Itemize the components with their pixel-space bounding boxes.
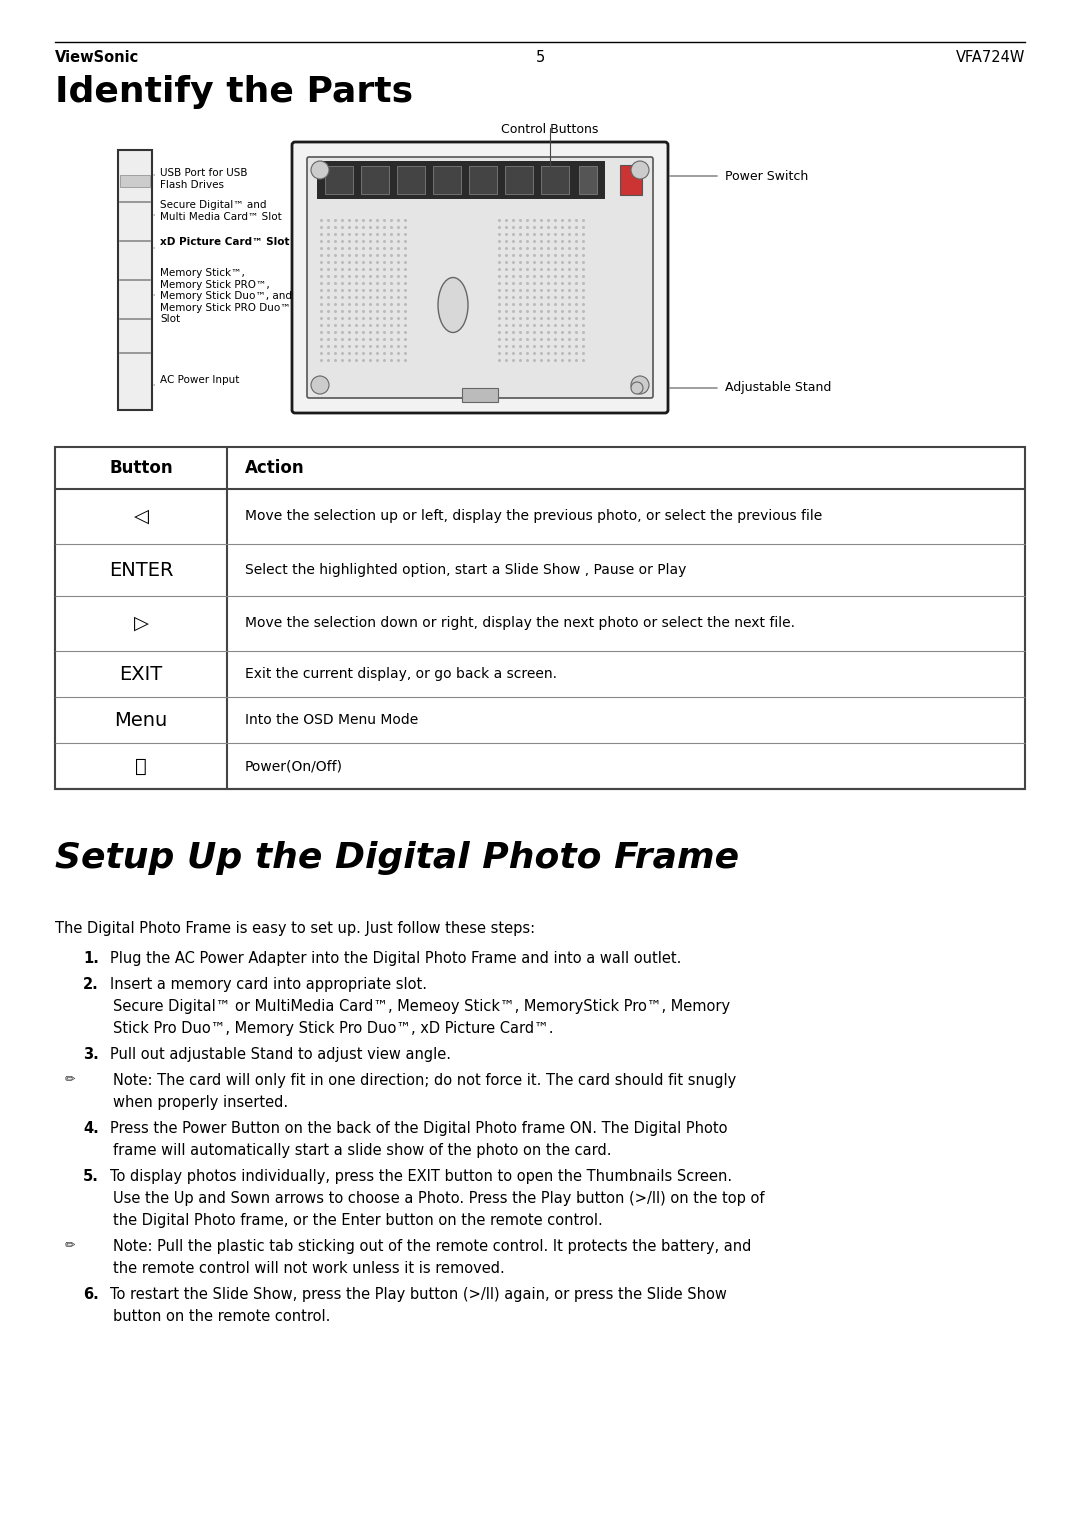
Text: AC Power Input: AC Power Input: [160, 375, 240, 386]
Text: the remote control will not work unless it is removed.: the remote control will not work unless …: [113, 1260, 504, 1276]
Bar: [579, 166, 597, 194]
Text: ▷: ▷: [134, 614, 149, 632]
Text: 5.: 5.: [83, 1169, 99, 1184]
Text: ViewSonic: ViewSonic: [55, 50, 139, 66]
Text: Secure Digital™ or MultiMedia Card™, Memeoy Stick™, MemoryStick Pro™, Memory: Secure Digital™ or MultiMedia Card™, Mem…: [113, 1000, 730, 1013]
Text: ⏻: ⏻: [135, 756, 147, 776]
Circle shape: [631, 383, 643, 395]
Bar: [318, 162, 605, 200]
Bar: [397, 166, 426, 194]
Text: Plug the AC Power Adapter into the Digital Photo Frame and into a wall outlet.: Plug the AC Power Adapter into the Digit…: [110, 951, 681, 966]
Text: Button: Button: [109, 459, 173, 477]
Bar: [433, 166, 461, 194]
Text: To display photos individually, press the EXIT button to open the Thumbnails Scr: To display photos individually, press th…: [110, 1169, 732, 1184]
Text: Power(On/Off): Power(On/Off): [245, 759, 343, 773]
Text: VFA724W: VFA724W: [956, 50, 1025, 66]
Bar: [505, 166, 534, 194]
Text: Adjustable Stand: Adjustable Stand: [725, 381, 832, 395]
Text: Move the selection up or left, display the previous photo, or select the previou: Move the selection up or left, display t…: [245, 509, 822, 523]
Text: Exit the current display, or go back a screen.: Exit the current display, or go back a s…: [245, 668, 557, 681]
Text: EXIT: EXIT: [120, 664, 163, 683]
Text: Memory Stick™,
Memory Stick PRO™,
Memory Stick Duo™, and
Memory Stick PRO Duo™
S: Memory Stick™, Memory Stick PRO™, Memory…: [160, 268, 292, 325]
Circle shape: [631, 162, 649, 178]
Text: when properly inserted.: when properly inserted.: [113, 1096, 288, 1109]
Bar: [620, 165, 642, 195]
Text: The Digital Photo Frame is easy to set up. Just follow these steps:: The Digital Photo Frame is easy to set u…: [55, 920, 535, 936]
Bar: [541, 166, 569, 194]
Bar: [55, 447, 1025, 789]
Bar: [325, 166, 353, 194]
Circle shape: [311, 162, 329, 178]
Bar: [118, 149, 152, 410]
Text: ✏: ✏: [65, 1073, 76, 1087]
Text: Identify the Parts: Identify the Parts: [55, 75, 414, 110]
FancyBboxPatch shape: [307, 157, 653, 398]
Ellipse shape: [438, 277, 468, 332]
Text: button on the remote control.: button on the remote control.: [113, 1309, 330, 1324]
Text: Note: Pull the plastic tab sticking out of the remote control. It protects the b: Note: Pull the plastic tab sticking out …: [113, 1239, 752, 1254]
Text: 5: 5: [536, 50, 544, 66]
Text: Setup Up the Digital Photo Frame: Setup Up the Digital Photo Frame: [55, 841, 739, 875]
Text: 1.: 1.: [83, 951, 99, 966]
Text: ENTER: ENTER: [109, 561, 173, 579]
Text: ✏: ✏: [65, 1239, 76, 1253]
Text: To restart the Slide Show, press the Play button (>/ll) again, or press the Slid: To restart the Slide Show, press the Pla…: [110, 1286, 727, 1301]
Text: the Digital Photo frame, or the Enter button on the remote control.: the Digital Photo frame, or the Enter bu…: [113, 1213, 603, 1228]
Text: xD Picture Card™ Slot: xD Picture Card™ Slot: [160, 238, 289, 247]
Text: Use the Up and Sown arrows to choose a Photo. Press the Play button (>/ll) on th: Use the Up and Sown arrows to choose a P…: [113, 1190, 765, 1205]
Bar: [361, 166, 389, 194]
Text: Note: The card will only fit in one direction; do not force it. The card should : Note: The card will only fit in one dire…: [113, 1073, 737, 1088]
Bar: [469, 166, 497, 194]
Text: 2.: 2.: [83, 977, 98, 992]
Text: Action: Action: [245, 459, 305, 477]
Text: Select the highlighted option, start a Slide Show , Pause or Play: Select the highlighted option, start a S…: [245, 562, 687, 578]
Text: ◁: ◁: [134, 506, 149, 526]
FancyBboxPatch shape: [292, 142, 669, 413]
Bar: [462, 389, 498, 402]
Text: Move the selection down or right, display the next photo or select the next file: Move the selection down or right, displa…: [245, 616, 795, 629]
Circle shape: [311, 376, 329, 395]
Text: Secure Digital™ and
Multi Media Card™ Slot: Secure Digital™ and Multi Media Card™ Sl…: [160, 200, 282, 221]
Text: Press the Power Button on the back of the Digital Photo frame ON. The Digital Ph: Press the Power Button on the back of th…: [110, 1122, 728, 1135]
Text: Menu: Menu: [114, 710, 167, 730]
Circle shape: [631, 376, 649, 395]
Text: frame will automatically start a slide show of the photo on the card.: frame will automatically start a slide s…: [113, 1143, 611, 1158]
Text: Pull out adjustable Stand to adjust view angle.: Pull out adjustable Stand to adjust view…: [110, 1047, 451, 1062]
Text: Power Switch: Power Switch: [725, 169, 808, 183]
Text: USB Port for USB
Flash Drives: USB Port for USB Flash Drives: [160, 168, 247, 189]
Text: Insert a memory card into appropriate slot.: Insert a memory card into appropriate sl…: [110, 977, 427, 992]
Text: Into the OSD Menu Mode: Into the OSD Menu Mode: [245, 713, 418, 727]
Text: Control Buttons: Control Buttons: [501, 123, 598, 136]
Text: 4.: 4.: [83, 1122, 98, 1135]
Text: 6.: 6.: [83, 1286, 98, 1301]
Bar: [120, 175, 150, 187]
Text: Stick Pro Duo™, Memory Stick Pro Duo™, xD Picture Card™.: Stick Pro Duo™, Memory Stick Pro Duo™, x…: [113, 1021, 554, 1036]
Text: 3.: 3.: [83, 1047, 98, 1062]
